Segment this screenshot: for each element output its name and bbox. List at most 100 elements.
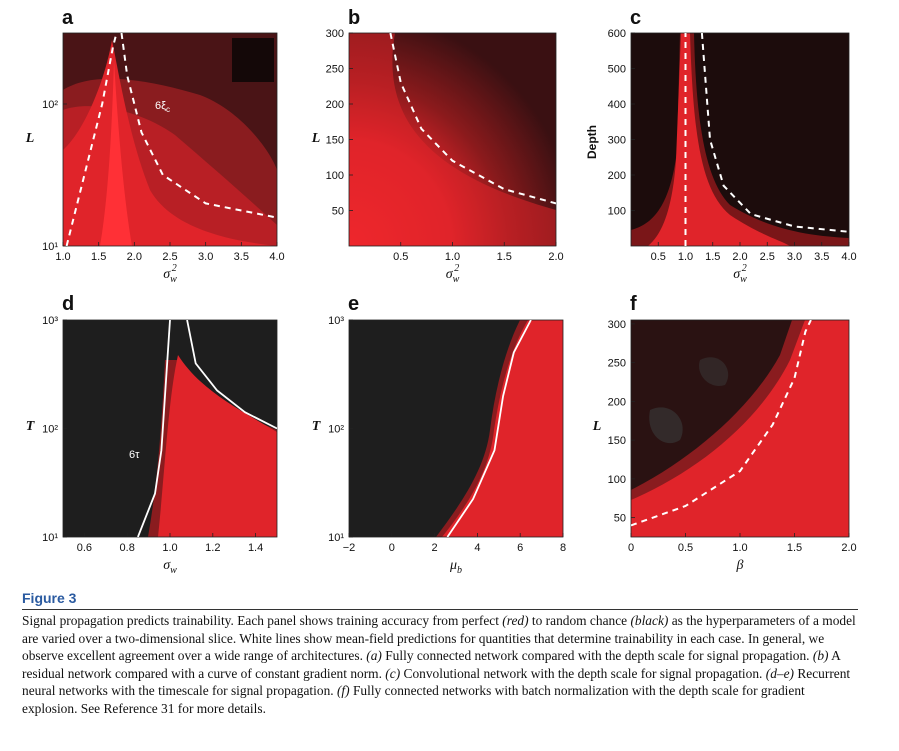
x-axis-label-e: μb bbox=[449, 558, 462, 576]
x-tick-label-a: 4.0 bbox=[269, 251, 284, 263]
x-tick-label-a: 2.5 bbox=[162, 251, 177, 263]
x-tick-label-e: 0 bbox=[389, 542, 395, 554]
x-tick-label-c: 1.5 bbox=[705, 251, 720, 263]
y-tick-label-f: 150 bbox=[608, 435, 626, 447]
caption-run: (d–e) bbox=[765, 665, 794, 681]
y-tick-label-b: 100 bbox=[326, 170, 344, 182]
curve-annotation-main: 6ξ bbox=[155, 100, 166, 112]
x-axis-label-sub: w bbox=[170, 274, 177, 285]
prediction-curve-right-a bbox=[120, 33, 277, 219]
x-tick-label-f: 1.0 bbox=[732, 542, 747, 554]
y-tick-label-c: 600 bbox=[608, 28, 626, 40]
prediction-curve-right-d-clip bbox=[186, 320, 277, 430]
x-axis-label-base: σ bbox=[163, 558, 171, 573]
y-tick-label-c: 200 bbox=[608, 170, 626, 182]
x-axis-label-a: σw2 bbox=[163, 263, 177, 285]
x-tick-label-a: 1.0 bbox=[55, 251, 70, 263]
caption-run: A residual network compared with a curve… bbox=[22, 648, 841, 681]
x-axis-label-b: σw2 bbox=[446, 263, 460, 285]
x-tick-label-d: 1.2 bbox=[205, 542, 220, 554]
panel-label-c: c bbox=[630, 7, 641, 29]
x-tick-label-a: 3.0 bbox=[198, 251, 213, 263]
y-tick-label-c: 300 bbox=[608, 135, 626, 147]
prediction-curve-b bbox=[389, 33, 556, 205]
panel-label-f: f bbox=[630, 293, 637, 315]
y-tick-label-f: 200 bbox=[608, 396, 626, 408]
caption-divider bbox=[22, 609, 858, 610]
prediction-curve-left-d-clip bbox=[137, 320, 171, 537]
panel-d-heatmap bbox=[63, 320, 277, 537]
x-tick-label-c: 2.0 bbox=[732, 251, 747, 263]
y-tick-label-e: 10² bbox=[328, 424, 344, 436]
panel-label-d: d bbox=[62, 293, 74, 315]
x-tick-label-d: 1.0 bbox=[162, 542, 177, 554]
caption-run: (black) bbox=[630, 613, 669, 628]
panel-label-a: a bbox=[62, 7, 74, 29]
y-axis-label-c: Depth bbox=[585, 125, 599, 159]
x-tick-label-f: 1.5 bbox=[787, 542, 802, 554]
caption-run: Signal propagation predicts trainability… bbox=[22, 613, 503, 628]
y-tick-label-b: 50 bbox=[332, 206, 344, 218]
x-axis-label-sup: 2 bbox=[454, 263, 459, 274]
x-axis-label-sub: w bbox=[170, 565, 177, 576]
x-tick-label-a: 2.0 bbox=[127, 251, 142, 263]
panel-label-b: b bbox=[348, 7, 360, 29]
panel-a-heatmap bbox=[63, 33, 277, 246]
x-tick-label-b: 0.5 bbox=[393, 251, 408, 263]
x-axis-label-base: μ bbox=[449, 558, 457, 573]
panel-label-e: e bbox=[348, 293, 359, 315]
x-tick-label-f: 0.5 bbox=[678, 542, 693, 554]
x-tick-label-f: 0 bbox=[628, 542, 634, 554]
x-tick-label-e: 4 bbox=[474, 542, 480, 554]
y-tick-label-e: 10³ bbox=[328, 315, 344, 327]
x-tick-label-f: 2.0 bbox=[841, 542, 856, 554]
prediction-curve-e-clip bbox=[446, 320, 532, 537]
caption-run: (red) bbox=[502, 613, 529, 628]
prediction-curve-b-clip bbox=[389, 33, 556, 205]
y-tick-label-a: 10¹ bbox=[42, 241, 58, 253]
y-tick-label-c: 100 bbox=[608, 206, 626, 218]
x-tick-label-e: 8 bbox=[560, 542, 566, 554]
caption-run: Fully connected networks with batch norm… bbox=[22, 683, 805, 716]
x-tick-label-b: 1.0 bbox=[445, 251, 460, 263]
caption-run: Recurrent neural networks with the times… bbox=[22, 665, 851, 699]
x-tick-label-c: 1.0 bbox=[678, 251, 693, 263]
curve-annotation-main: 6τ bbox=[129, 449, 140, 461]
y-tick-label-f: 300 bbox=[608, 319, 626, 331]
prediction-curve-f-clip bbox=[631, 320, 812, 527]
caption-run: (b) bbox=[812, 648, 829, 664]
x-tick-label-b: 2.0 bbox=[548, 251, 563, 263]
x-axis-label-base: σ bbox=[163, 267, 171, 282]
prediction-curve-right-a-clip bbox=[120, 33, 277, 219]
curve-annotation-sub: c bbox=[166, 105, 170, 114]
prediction-curve-left-a-clip bbox=[65, 33, 118, 246]
x-axis-label-base: σ bbox=[446, 267, 454, 282]
y-tick-label-f: 250 bbox=[608, 358, 626, 370]
x-axis-label-sup: 2 bbox=[172, 263, 177, 274]
panel-e-heatmap bbox=[349, 320, 563, 537]
y-tick-label-f: 50 bbox=[614, 513, 626, 525]
prediction-curve-f bbox=[631, 320, 812, 527]
y-axis-label-a: L bbox=[25, 131, 35, 146]
x-tick-label-b: 1.5 bbox=[497, 251, 512, 263]
prediction-curve-left-a bbox=[65, 33, 118, 246]
prediction-curve-e bbox=[446, 320, 532, 537]
x-tick-label-d: 0.8 bbox=[120, 542, 135, 554]
x-axis-label-f: β bbox=[736, 558, 744, 573]
panel-b-heatmap bbox=[349, 33, 556, 246]
x-axis-label-d: σw bbox=[163, 558, 177, 576]
x-axis-label-sub: b bbox=[457, 565, 462, 576]
x-tick-label-c: 4.0 bbox=[841, 251, 856, 263]
y-tick-label-b: 250 bbox=[326, 64, 344, 76]
prediction-curve-right-d bbox=[186, 320, 277, 430]
x-tick-label-c: 3.5 bbox=[814, 251, 829, 263]
y-tick-label-b: 300 bbox=[326, 28, 344, 40]
x-axis-label-sub: w bbox=[453, 274, 460, 285]
x-axis-label-base: β bbox=[736, 558, 744, 573]
caption-run: (f) bbox=[336, 683, 350, 699]
y-axis-label-e: T bbox=[312, 419, 322, 434]
y-axis-label-f: L bbox=[592, 419, 602, 434]
y-tick-label-d: 10³ bbox=[42, 315, 58, 327]
prediction-curve-left-d bbox=[137, 320, 171, 537]
